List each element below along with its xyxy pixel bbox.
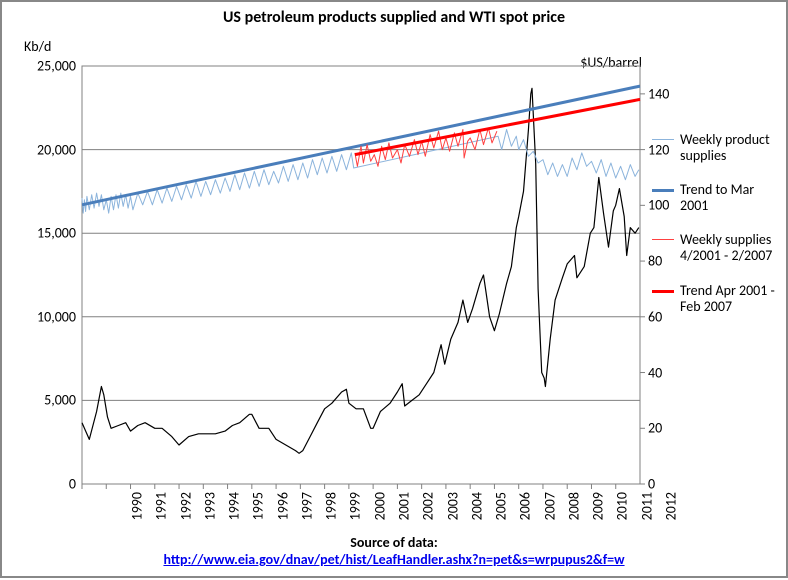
x-tick: 2009 (589, 492, 606, 520)
x-tick: 2010 (614, 492, 631, 520)
x-tick: 2011 (638, 492, 655, 520)
x-tick: 2007 (541, 492, 558, 520)
legend-label: Weekly product supplies (680, 131, 770, 164)
x-tick: 1998 (323, 492, 340, 520)
x-tick: 2002 (420, 492, 437, 520)
x-tick: 2012 (662, 492, 679, 520)
y1-tick: 15,000 (37, 225, 76, 242)
x-tick: 1990 (129, 492, 146, 520)
source-label: Source of data: (350, 534, 437, 551)
y1-tick: 10,000 (37, 308, 76, 325)
x-tick: 1992 (177, 492, 194, 520)
y2-tick: 140 (648, 85, 669, 102)
legend-swatch (652, 290, 674, 293)
x-tick: 2008 (565, 492, 582, 520)
legend-swatch (652, 239, 674, 240)
x-tick: 2005 (492, 492, 509, 520)
source-caption: Source of data: http://www.eia.gov/dnav/… (2, 534, 786, 568)
legend-label: Weekly supplies 4/2001 - 2/2007 (680, 231, 772, 264)
legend-label: Trend Apr 2001 - Feb 2007 (680, 282, 775, 315)
x-tick: 1993 (201, 492, 218, 520)
y2-tick: 40 (648, 364, 662, 381)
source-link[interactable]: http://www.eia.gov/dnav/pet/hist/LeafHan… (163, 551, 624, 568)
x-tick: 2003 (444, 492, 461, 520)
y1-tick: 25,000 (37, 58, 76, 75)
legend-swatch (652, 189, 674, 192)
y2-tick: 0 (648, 476, 655, 493)
y1-tick: 20,000 (37, 141, 76, 158)
y1-tick: 5,000 (44, 392, 76, 409)
chart-frame: US petroleum products supplied and WTI s… (0, 0, 788, 578)
legend-label: Trend to Mar 2001 (680, 181, 754, 214)
legend-item: Weekly product supplies (652, 132, 780, 164)
x-tick: 2000 (371, 492, 388, 520)
x-tick: 1991 (153, 492, 170, 520)
legend-item: Trend to Mar 2001 (652, 182, 780, 214)
x-tick: 2006 (517, 492, 534, 520)
x-tick: 1995 (250, 492, 267, 520)
x-tick: 2001 (395, 492, 412, 520)
legend-item: Weekly supplies 4/2001 - 2/2007 (652, 232, 780, 264)
x-tick: 1999 (347, 492, 364, 520)
x-tick: 1996 (274, 492, 291, 520)
x-tick: 2004 (468, 492, 485, 520)
x-tick: 1994 (226, 492, 243, 520)
legend-item: Trend Apr 2001 - Feb 2007 (652, 283, 780, 315)
legend: Weekly product supplies Trend to Mar 2001… (652, 132, 780, 333)
y1-tick: 0 (69, 476, 76, 493)
legend-swatch (652, 139, 674, 140)
y2-tick: 20 (648, 420, 662, 437)
x-tick: 1997 (298, 492, 315, 520)
